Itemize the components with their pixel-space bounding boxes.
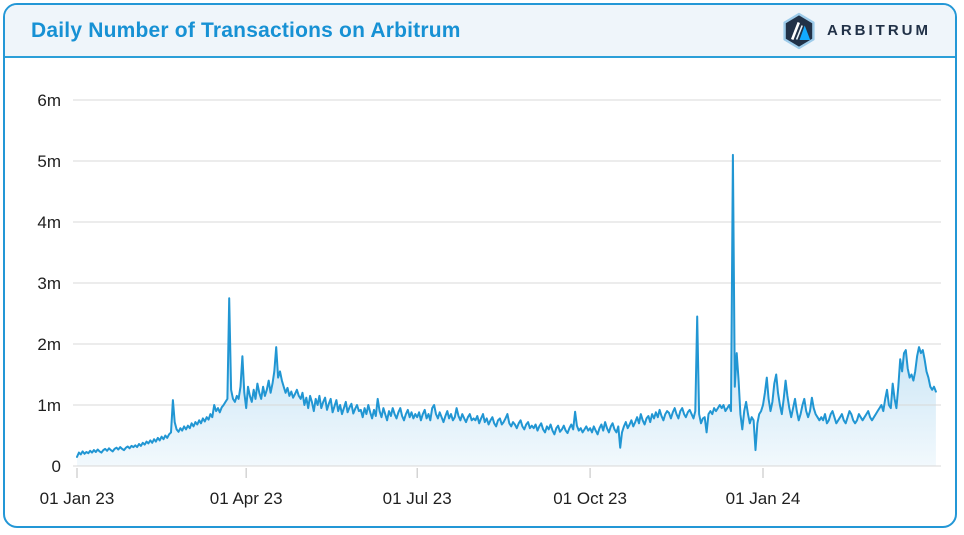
y-axis-label: 6m [37,91,61,110]
page-title: Daily Number of Transactions on Arbitrum [31,18,461,42]
y-axis-label: 4m [37,213,61,232]
y-axis-label: 0 [52,457,61,476]
y-axis-label: 5m [37,152,61,171]
arbitrum-hexagon-icon [783,12,815,49]
x-axis-label: 01 Oct 23 [553,489,627,508]
title-bar: Daily Number of Transactions on Arbitrum… [5,5,955,58]
y-axis-label: 3m [37,274,61,293]
x-axis-label: 01 Jan 24 [726,489,801,508]
area-fill [77,154,936,466]
chart-area: 0 1m 2m 3m 4m 5m 6m 01 Jan 23 01 Apr 23 01 Jul 23… [5,58,955,526]
arbitrum-wordmark: ARBITRUM [827,22,931,39]
arbitrum-logo: ARBITRUM [781,12,931,50]
series-line [76,153,937,458]
transactions-area-chart: 0 1m 2m 3m 4m 5m 6m 01 Jan 23 01 Apr 23 01 Jul 23… [37,91,941,508]
x-axis-label: 01 Jul 23 [383,489,452,508]
x-axis-label: 01 Jan 23 [40,489,115,508]
x-axis-label: 01 Apr 23 [210,489,283,508]
y-axis-label: 1m [37,396,61,415]
chart-card: Daily Number of Transactions on Arbitrum… [3,3,957,528]
y-axis-label: 2m [37,335,61,354]
